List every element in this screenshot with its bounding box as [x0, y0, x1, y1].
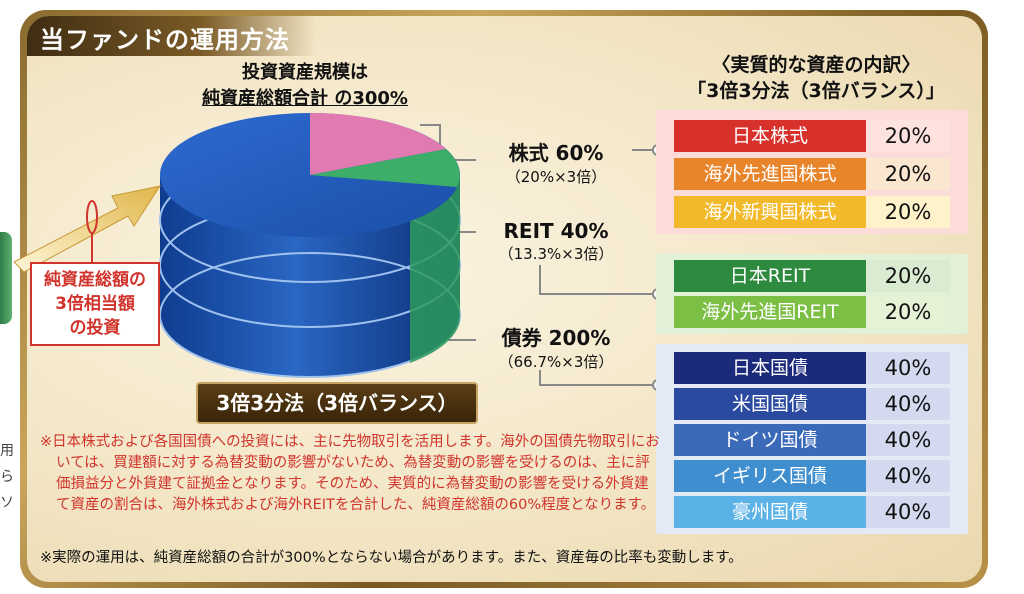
asset-name: 日本REIT	[674, 260, 866, 292]
callout-line2: 3倍相当額	[55, 294, 135, 314]
asset-percent: 20%	[866, 120, 950, 152]
reit-category-sub: （13.3%×3倍）	[498, 245, 614, 263]
breakdown-row: ドイツ国債 40%	[674, 424, 950, 456]
asset-name: 日本株式	[674, 120, 866, 152]
asset-percent: 40%	[866, 460, 950, 492]
asset-percent: 40%	[866, 496, 950, 528]
bond-category: 債券 200% （66.7%×3倍）	[478, 322, 634, 372]
asset-name: 豪州国債	[674, 496, 866, 528]
asset-name: ドイツ国債	[674, 424, 866, 456]
asset-percent: 40%	[866, 352, 950, 384]
currency-note: ※日本株式および各国国債への投資には、主に先物取引を活用します。海外の国債先物取…	[40, 432, 660, 516]
page-title: 当ファンドの運用方法	[40, 26, 290, 54]
breakdown-title-line1: 〈実質的な資産の内訳〉	[711, 54, 921, 76]
asset-name: イギリス国債	[674, 460, 866, 492]
asset-percent: 20%	[866, 296, 950, 328]
stock-category: 株式 60% （20%×3倍）	[478, 137, 634, 187]
balance-badge: 3倍3分法（3倍バランス）	[196, 382, 478, 424]
breakdown-row: 豪州国債 40%	[674, 496, 950, 528]
reit-category: REIT 40% （13.3%×3倍）	[478, 219, 634, 264]
stock-category-sub: （20%×3倍）	[505, 168, 607, 186]
investment-scale-line2: 純資産総額合計 の300%	[202, 88, 408, 109]
callout-line1: 純資産総額の	[44, 270, 146, 290]
investment-scale-line1: 投資資産規模は	[242, 62, 368, 83]
bond-to-breakdown	[539, 370, 656, 386]
callout-line3: の投資	[69, 318, 121, 338]
breakdown-heading: 〈実質的な資産の内訳〉 「3倍3分法（3倍バランス）」	[652, 52, 980, 104]
breakdown-title-line2: 「3倍3分法（3倍バランス）」	[687, 80, 945, 102]
asset-percent: 20%	[866, 158, 950, 190]
asset-percent: 20%	[866, 260, 950, 292]
left-cut-text: ら	[0, 469, 14, 485]
breakdown-row: 日本国債 40%	[674, 352, 950, 384]
left-cut-text: 用	[0, 443, 14, 459]
reit-to-breakdown	[539, 265, 656, 295]
left-cut-text: ソ	[0, 495, 14, 511]
breakdown-row: 海外新興国株式 20%	[674, 196, 950, 228]
asset-name: 米国国債	[674, 388, 866, 420]
asset-name: 海外新興国株式	[674, 196, 866, 228]
asset-name: 日本国債	[674, 352, 866, 384]
asset-percent: 40%	[866, 388, 950, 420]
asset-name: 海外先進国REIT	[674, 296, 866, 328]
title-bar	[27, 16, 317, 56]
breakdown-row: 日本REIT 20%	[674, 260, 950, 292]
bond-category-label: 債券 200%	[501, 326, 611, 350]
currency-note-text: ※日本株式および各国国債への投資には、主に先物取引を活用します。海外の国債先物取…	[40, 434, 660, 513]
breakdown-row: 日本株式 20%	[674, 120, 950, 152]
operation-note: ※実際の運用は、純資産総額の合計が300%とならない場合があります。また、資産毎…	[40, 550, 743, 566]
left-edge-fragment	[0, 232, 12, 324]
investment-scale-label: 投資資産規模は 純資産総額合計 の300%	[170, 60, 440, 112]
stock-category-label: 株式 60%	[508, 141, 604, 165]
callout-box: 純資産総額の 3倍相当額 の投資	[30, 262, 160, 346]
breakdown-row: 米国国債 40%	[674, 388, 950, 420]
breakdown-row: 海外先進国REIT 20%	[674, 296, 950, 328]
reit-category-label: REIT 40%	[503, 219, 609, 243]
breakdown-row: イギリス国債 40%	[674, 460, 950, 492]
asset-percent: 40%	[866, 424, 950, 456]
asset-cylinder	[159, 113, 461, 378]
bond-category-sub: （66.7%×3倍）	[498, 353, 614, 371]
stock-connector	[420, 124, 476, 161]
asset-percent: 20%	[866, 196, 950, 228]
asset-name: 海外先進国株式	[674, 158, 866, 190]
breakdown-row: 海外先進国株式 20%	[674, 158, 950, 190]
